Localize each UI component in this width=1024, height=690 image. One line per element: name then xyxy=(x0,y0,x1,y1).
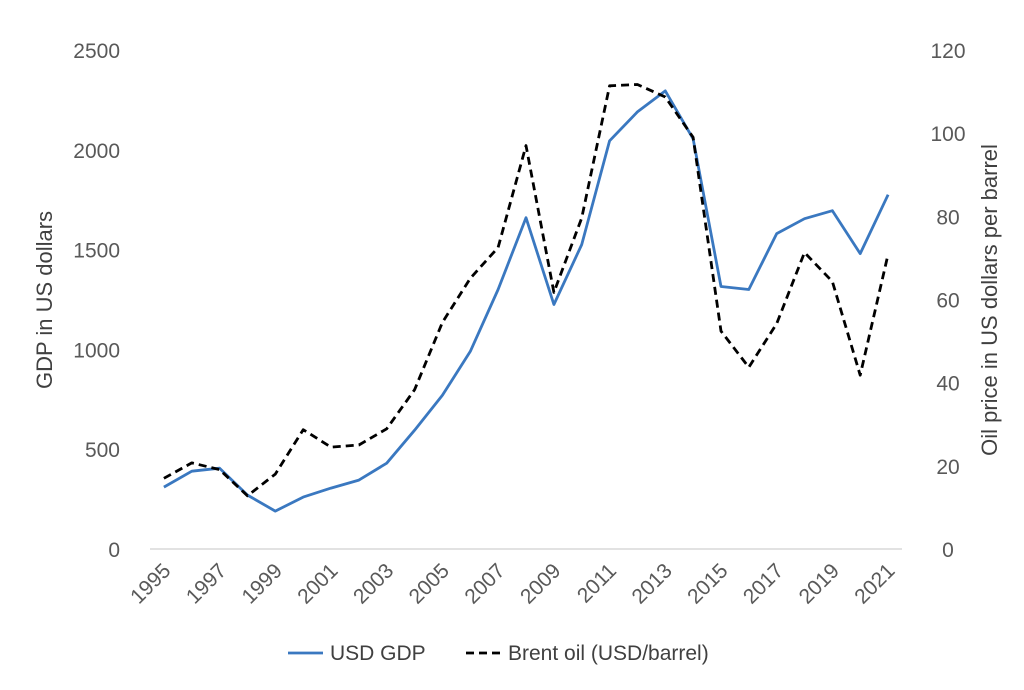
y-axis-right-title: Oil price in US dollars per barrel xyxy=(977,144,1002,456)
legend-label-brent-oil: Brent oil (USD/barrel) xyxy=(508,642,709,665)
legend: USD GDP Brent oil (USD/barrel) xyxy=(288,642,709,665)
y-left-tick-label: 2000 xyxy=(73,140,120,163)
x-tick-label: 2009 xyxy=(516,559,565,608)
series-lines xyxy=(163,83,890,513)
x-tick-label: 2001 xyxy=(293,559,342,608)
y-right-tick-label: 100 xyxy=(930,123,965,146)
y-left-tick-label: 0 xyxy=(108,539,120,562)
y-axis-left-title: GDP in US dollars xyxy=(32,211,57,389)
y-right-tick-label: 40 xyxy=(936,373,959,396)
y-right-tick-label: 80 xyxy=(936,206,959,229)
x-tick-label: 2013 xyxy=(627,559,676,608)
x-tick-label: 2017 xyxy=(739,559,788,608)
x-tick-label: 1995 xyxy=(126,559,175,608)
y-left-tick-label: 500 xyxy=(85,439,120,462)
legend-label-usd-gdp: USD GDP xyxy=(330,642,426,665)
y-left-tick-label: 2500 xyxy=(73,40,120,63)
y-right-tick-label: 120 xyxy=(930,40,965,63)
x-tick-labels: 1995 1997 1999 2001 2003 2005 2007 2009 2011 2013… xyxy=(126,559,899,608)
y-left-tick-labels: 0 500 1000 1500 2000 2500 xyxy=(73,40,120,562)
x-tick-label: 2011 xyxy=(573,559,621,607)
x-tick-label: 2021 xyxy=(850,559,899,608)
series-line-brent-oil xyxy=(163,83,890,498)
x-tick-label: 2003 xyxy=(349,559,398,608)
x-tick-label: 2015 xyxy=(683,559,732,608)
x-tick-label: 1999 xyxy=(238,559,287,608)
y-right-tick-label: 20 xyxy=(936,456,959,479)
x-tick-label: 1997 xyxy=(182,559,231,608)
y-left-tick-label: 1000 xyxy=(73,339,120,362)
x-tick-label: 2005 xyxy=(405,559,454,608)
y-right-tick-label: 0 xyxy=(942,539,954,562)
y-right-tick-labels: 0 20 40 60 80 100 120 xyxy=(930,40,965,562)
y-right-tick-label: 60 xyxy=(936,290,959,313)
series-line-usd-gdp xyxy=(163,89,890,513)
x-tick-label: 2007 xyxy=(460,559,509,608)
x-tick-label: 2019 xyxy=(795,559,844,608)
y-left-tick-label: 1500 xyxy=(73,240,120,263)
